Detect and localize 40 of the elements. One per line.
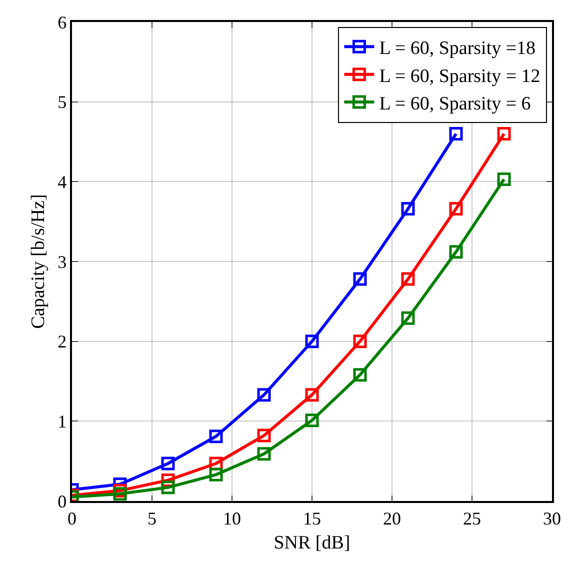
point <box>353 368 367 382</box>
y-axis-title: Capacity [b/s/Hz] <box>28 194 49 329</box>
point <box>353 272 367 286</box>
x-tick-label: 5 <box>148 508 156 528</box>
point <box>305 334 319 348</box>
x-axis-title: SNR [dB] <box>274 532 350 554</box>
x-tick-label: 20 <box>383 508 401 528</box>
point <box>401 272 415 286</box>
x-tick-label: 10 <box>223 508 241 528</box>
point <box>161 480 175 494</box>
point <box>449 245 463 259</box>
legend-label: L = 60, Sparsity = 12 <box>379 66 540 87</box>
point <box>209 430 223 444</box>
point <box>305 388 319 402</box>
point <box>401 311 415 325</box>
x-tick-label: 15 <box>303 508 321 528</box>
point <box>497 172 511 186</box>
point <box>305 414 319 428</box>
y-tick-label: 1 <box>58 411 67 432</box>
point <box>257 428 271 442</box>
legend-label: L = 60, Sparsity = 6 <box>379 93 531 114</box>
point <box>257 388 271 402</box>
x-tick-label: 30 <box>543 508 561 528</box>
y-tick-label: 6 <box>58 12 67 32</box>
point <box>161 456 175 470</box>
point <box>113 487 127 501</box>
point <box>449 127 463 141</box>
y-tick-label: 3 <box>58 252 67 272</box>
point <box>497 127 511 141</box>
y-tick-label: 4 <box>58 172 67 192</box>
point <box>353 334 367 348</box>
point <box>401 202 415 216</box>
point <box>257 447 271 461</box>
y-tick-label: 5 <box>58 92 67 112</box>
legend-label: L = 60, Sparsity =18 <box>379 38 536 60</box>
y-tick-label: 0 <box>58 491 67 512</box>
point <box>209 468 223 482</box>
x-tick-label: 25 <box>463 508 481 528</box>
y-tick-label: 2 <box>58 332 67 352</box>
point <box>449 202 463 216</box>
